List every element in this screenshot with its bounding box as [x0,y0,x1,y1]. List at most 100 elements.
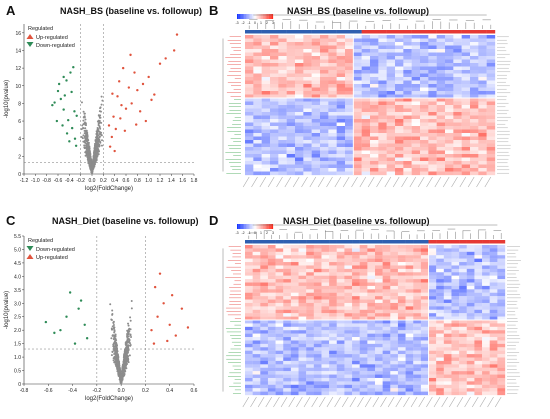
heatmap-cell [428,98,437,102]
heatmap-cell [275,364,284,368]
heatmap-cell [466,374,475,379]
heatmap-cell [278,143,287,148]
heatmap-cell [361,66,371,71]
heatmap-cell [378,63,387,67]
heatmap-cell [428,337,437,341]
heatmap-cell [395,143,404,148]
heatmap-cell [275,320,284,324]
heatmap-cell [420,91,429,95]
heatmap-cell [313,360,322,365]
heatmap-cell [359,343,368,348]
heatmap-cell [428,171,437,176]
heatmap-cell [313,306,322,310]
heatmap-cell [298,374,307,379]
heatmap-cell [345,52,354,57]
heatmap-cell [260,340,269,345]
heatmap-cell [478,126,487,130]
heatmap-cell [405,360,414,365]
heatmap-cell [359,279,368,283]
heatmap-cell [290,292,299,297]
heatmap-cell [286,35,296,39]
heatmap-cell [359,320,368,324]
heatmap-cell [405,343,414,348]
heatmap-cell [353,126,362,130]
heatmap-cell [352,337,360,341]
heatmap-cell [451,272,460,276]
heatmap-cell [303,126,312,130]
heatmap-cell [466,371,475,375]
heatmap-cell [474,333,483,338]
heatmap-cell [397,302,406,307]
heatmap-cell [428,119,437,123]
heatmap-cell [436,337,444,341]
heatmap-cell [478,101,487,106]
heatmap-cell [359,381,368,385]
heatmap-cell [390,248,399,252]
heatmap-cell [260,306,269,310]
heatmap-cell [382,326,391,331]
heatmap-cell [478,56,487,60]
group-cell [320,30,329,34]
colorbar-tick: 0 [254,21,256,25]
x-tick-label: -0.4 [65,178,74,184]
heatmap-cell [459,282,467,287]
heatmap-cell [453,80,462,85]
heatmap-cell [405,377,414,382]
heatmap-cell [405,323,414,327]
heatmap-cell [270,38,279,43]
heatmap-cell [443,251,452,256]
heatmap-cell [428,112,437,116]
heatmap-cell [245,360,253,365]
up-point [119,117,122,120]
heatmap-cell [283,296,292,300]
heatmap-cell [270,154,279,158]
down-point [72,66,75,69]
heatmap-cell [336,56,346,60]
heatmap-cell [367,258,376,263]
heatmap-cell [436,299,444,304]
heatmap-cell [420,268,429,273]
heatmap-cell [443,316,452,321]
heatmap-cell [353,94,362,99]
heatmap-cell [397,374,406,379]
heatmap-cell [311,168,321,172]
heatmap-cell [345,84,354,88]
y-tick-label: 2.5 [14,315,21,321]
heatmap-cell [370,126,379,130]
heatmap-cell [286,98,296,102]
heatmap-cell [275,354,284,358]
heatmap-cell [252,320,261,324]
heatmap-cell [253,112,262,116]
heatmap-cell [253,91,262,95]
heatmap-cell [489,255,498,259]
heatmap-cell [378,56,387,60]
heatmap-cell [428,320,437,324]
heatmap-cell [245,313,253,317]
heatmap-cell [267,251,276,256]
heatmap-cell [378,129,387,134]
heatmap-cell [451,364,460,368]
heatmap-cell [286,77,296,81]
up-point [120,103,123,107]
heatmap-cell [470,147,479,151]
heatmap-cell [361,45,371,50]
colorbar-step [257,224,259,229]
heatmap-cell [329,320,337,324]
heatmap-cell [320,147,329,151]
heatmap-cell [336,343,345,348]
heatmap-cell [436,154,446,158]
heatmap-cell [278,136,287,141]
heatmap-cell [445,87,454,92]
y-tick-label: 0 [18,172,21,178]
heatmap-cell [344,323,353,327]
heatmap-cell [359,245,368,249]
heatmap-cell [470,101,479,106]
heatmap-cell [443,320,452,324]
heatmap-cell [321,292,330,297]
heatmap-cell [336,333,345,338]
group-cell [395,30,404,34]
heatmap-cell [336,258,345,263]
heatmap-cell [329,279,337,283]
heatmap-cell [390,381,399,385]
heatmap-cell [486,105,496,109]
